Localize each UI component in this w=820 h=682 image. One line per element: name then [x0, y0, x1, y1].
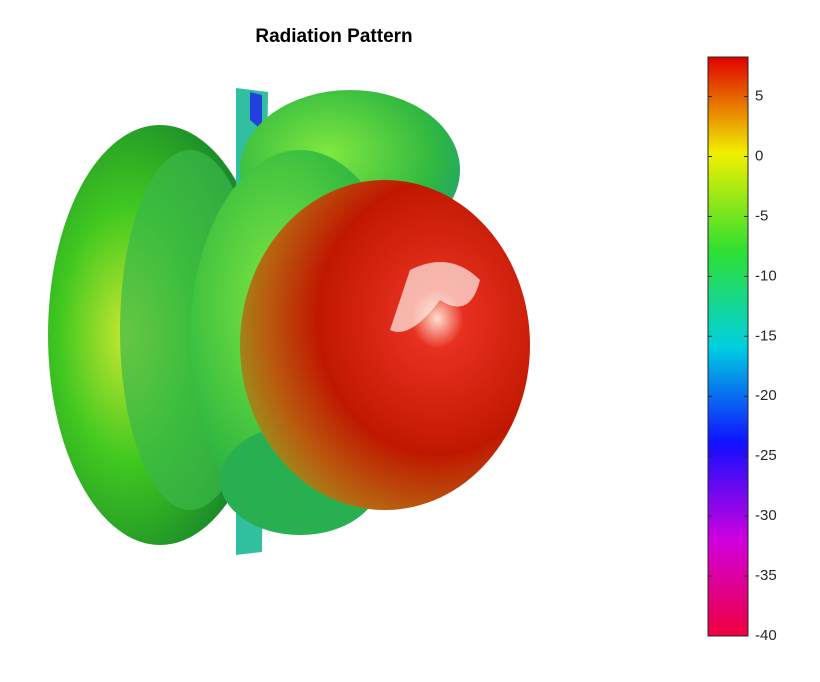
colorbar-tick-label: -5	[755, 207, 768, 224]
colorbar-tick-label: -10	[755, 267, 777, 284]
colorbar-tick-label: -40	[755, 627, 777, 644]
colorbar-tick-label: -30	[755, 507, 777, 524]
chart-title: Radiation Pattern	[255, 26, 412, 47]
surface-3d	[48, 88, 530, 555]
colorbar	[707, 56, 749, 637]
colorbar-tick-label: 5	[755, 88, 763, 105]
colorbar-tick-label: -15	[755, 327, 777, 344]
colorbar-tick-label: -25	[755, 447, 777, 464]
colorbar-tick-label: 0	[755, 147, 763, 164]
colorbar-tick-label: -20	[755, 387, 777, 404]
colorbar-tick-label: -35	[755, 567, 777, 584]
